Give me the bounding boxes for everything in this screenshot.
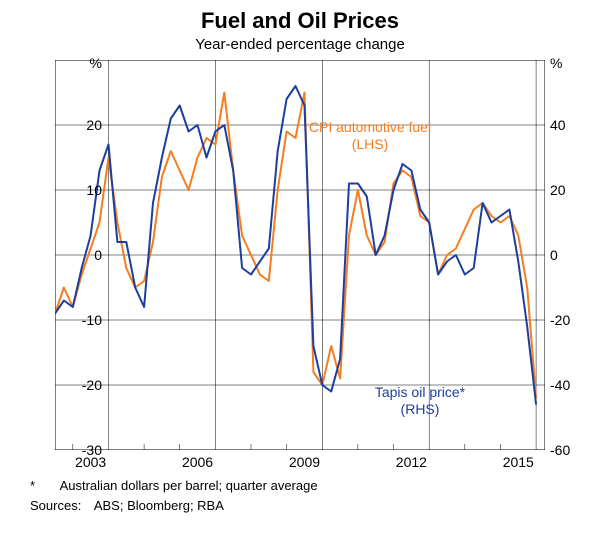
y-left-tick: 0 (54, 247, 102, 263)
y-left-tick: 10 (54, 182, 102, 198)
y-right-tick: -60 (550, 442, 598, 458)
footnote-text: Australian dollars per barrel; quarter a… (60, 478, 318, 493)
x-tick: 2015 (498, 454, 538, 470)
sources: Sources: ABS; Bloomberg; RBA (30, 498, 224, 513)
chart-container: Fuel and Oil Prices Year-ended percentag… (0, 0, 600, 537)
y-left-tick: -20 (54, 377, 102, 393)
y-right-tick: 20 (550, 182, 598, 198)
y-left-tick: -10 (54, 312, 102, 328)
x-tick: 2006 (178, 454, 218, 470)
series-label-cpi: CPI automotive fuel(LHS) (295, 119, 445, 153)
y-right-tick: 40 (550, 117, 598, 133)
sources-text: ABS; Bloomberg; RBA (94, 498, 224, 513)
chart-subtitle: Year-ended percentage change (0, 36, 600, 53)
y-right-tick: -20 (550, 312, 598, 328)
sources-label: Sources: (30, 498, 81, 513)
x-tick: 2009 (284, 454, 324, 470)
x-tick: 2003 (71, 454, 111, 470)
y-right-tick: -40 (550, 377, 598, 393)
chart-title: Fuel and Oil Prices (0, 0, 600, 34)
y-right-tick: 0 (550, 247, 598, 263)
footnote: * Australian dollars per barrel; quarter… (30, 478, 318, 493)
footnote-marker: * (30, 478, 35, 493)
series-label-tapis: Tapis oil price*(RHS) (345, 384, 495, 418)
y-left-tick: 20 (54, 117, 102, 133)
y-right-unit: % (550, 55, 598, 71)
x-tick: 2012 (391, 454, 431, 470)
